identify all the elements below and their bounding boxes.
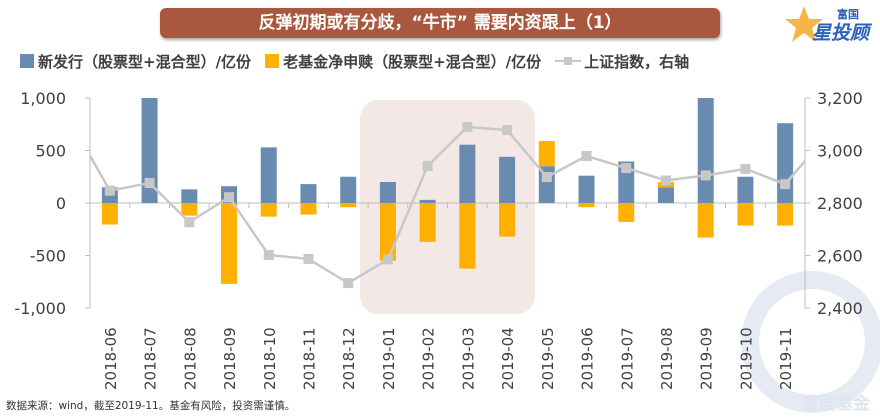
svg-text:星投顾: 星投顾 [812, 22, 873, 44]
bar-new-issue [181, 189, 198, 203]
right-tick-label: 3,200 [817, 89, 863, 108]
left-tick-label: 1,000 [20, 89, 66, 108]
bar-redemption [777, 203, 794, 226]
bar-redemption [459, 203, 476, 269]
bar-redemption [260, 203, 277, 217]
watermark-logo [741, 271, 880, 413]
svg-text:富国: 富国 [837, 7, 859, 21]
bar-redemption [618, 203, 635, 222]
bar-redemption [221, 203, 238, 284]
bar-redemption [300, 203, 317, 215]
logo: 富国 星投顾 [785, 6, 873, 44]
index-marker [780, 179, 791, 190]
left-tick-label: 0 [56, 194, 66, 213]
index-marker [621, 163, 632, 174]
legend: 新发行（股票型+混合型）/亿份 老基金净申赎（股票型+混合型）/亿份 上证指数，… [20, 50, 703, 72]
bar-redemption [181, 203, 198, 216]
x-tick-label: 2018-08 [181, 327, 199, 390]
right-tick-label: 2,600 [817, 247, 863, 266]
bar-new-issue [260, 147, 277, 203]
x-tick-label: 2019-01 [380, 327, 398, 390]
x-tick-label: 2019-05 [539, 327, 557, 390]
index-marker [581, 151, 592, 162]
x-tick-label: 2019-06 [579, 327, 597, 390]
index-marker [224, 192, 235, 203]
bar-redemption [101, 203, 118, 225]
legend-swatch [20, 54, 34, 68]
index-marker [104, 185, 115, 196]
right-tick-label: 2,400 [817, 299, 863, 318]
index-line [88, 125, 806, 285]
index-marker [422, 160, 433, 171]
bar-redemption [697, 203, 714, 238]
index-marker [144, 178, 155, 189]
bar-redemption [499, 203, 516, 237]
bar-new-issue [697, 98, 714, 203]
index-marker [382, 254, 393, 265]
bar-redemption [340, 203, 357, 208]
bar-new-issue [737, 176, 754, 203]
legend-item-redemption: 老基金净申赎（股票型+混合型）/亿份 [265, 51, 541, 72]
source-note: 数据来源：wind，截至2019-11。基金有风险，投资需谨慎。 [6, 400, 296, 412]
left-tick-label: -500 [30, 247, 66, 266]
index-marker [502, 125, 513, 136]
x-tick-label: 2019-04 [499, 327, 517, 390]
bar-new-issue [499, 156, 516, 203]
x-tick-label: 2019-11 [777, 327, 795, 390]
bar-new-issue [300, 184, 317, 203]
index-marker [343, 278, 354, 289]
watermark-text: 富国基金 [802, 394, 870, 414]
x-tick-label: 2019-08 [658, 327, 676, 390]
bar-new-issue [578, 175, 595, 203]
x-tick-label: 2019-09 [698, 327, 716, 390]
chart-title: 反弹初期或有分歧，“牛市” 需要内资跟上（1） [160, 8, 720, 38]
legend-line-marker [555, 57, 582, 65]
legend-item-index: 上证指数，右轴 [555, 51, 689, 72]
bar-new-issue [419, 199, 436, 203]
index-marker [263, 249, 274, 260]
x-tick-label: 2019-02 [420, 327, 438, 390]
right-tick-label: 2,800 [817, 194, 863, 213]
x-tick-label: 2019-10 [737, 327, 755, 390]
bar-new-issue [141, 98, 158, 203]
bar-redemption [737, 203, 754, 226]
x-tick-label: 2019-03 [459, 327, 477, 390]
x-tick-label: 2018-12 [340, 327, 358, 390]
bar-redemption [578, 203, 595, 208]
legend-label: 上证指数，右轴 [584, 52, 690, 71]
x-tick-label: 2018-10 [261, 327, 279, 390]
x-tick-label: 2019-07 [618, 327, 636, 390]
right-tick-label: 3,000 [817, 142, 863, 161]
bar-new-issue [340, 176, 357, 203]
index-marker [700, 170, 711, 181]
index-marker [541, 172, 552, 183]
bar-new-issue [657, 187, 674, 203]
index-marker [660, 175, 671, 186]
index-marker [184, 217, 195, 228]
bar-redemption [538, 141, 555, 167]
x-tick-label: 2018-09 [221, 327, 239, 390]
bar-redemption [379, 203, 396, 261]
bar-new-issue [777, 123, 794, 203]
left-tick-label: 500 [35, 142, 66, 161]
left-tick-label: -1,000 [14, 299, 66, 318]
x-tick-label: 2018-11 [300, 327, 318, 390]
bar-new-issue [379, 182, 396, 203]
star-icon [785, 6, 823, 42]
index-marker [462, 121, 473, 132]
index-marker [740, 163, 751, 174]
legend-label: 新发行（股票型+混合型）/亿份 [38, 52, 252, 71]
legend-swatch [265, 54, 280, 68]
x-tick-label: 2018-06 [102, 327, 120, 390]
legend-item-new-issue: 新发行（股票型+混合型）/亿份 [20, 51, 251, 72]
x-tick-label: 2018-07 [142, 327, 160, 390]
bar-new-issue [459, 144, 476, 203]
legend-label: 老基金净申赎（股票型+混合型）/亿份 [283, 52, 542, 71]
bar-redemption [419, 203, 436, 242]
index-marker [303, 253, 314, 264]
